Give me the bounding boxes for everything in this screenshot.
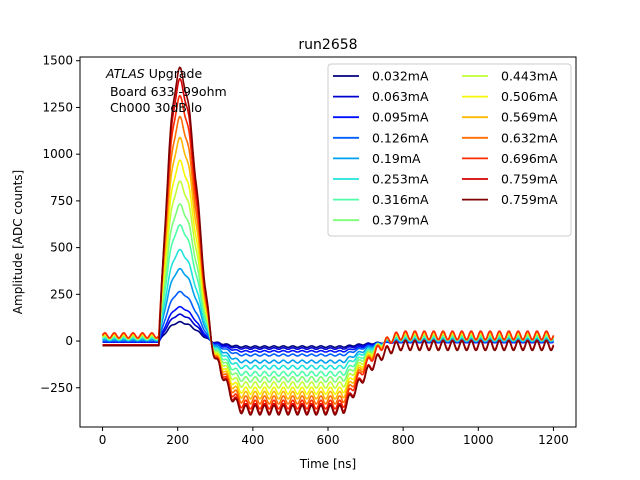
y-tick-label: 1000 — [42, 147, 73, 161]
x-tick-label: 400 — [241, 433, 264, 447]
legend-label: 0.253mA — [372, 172, 429, 187]
chart-title: run2658 — [298, 37, 357, 53]
legend-label: 0.696mA — [501, 151, 558, 166]
y-axis: −250 0 250 500 750 1000 1250 1500 — [40, 54, 80, 395]
x-axis-label: Time [ns] — [299, 457, 356, 471]
legend-label: 0.443mA — [501, 69, 558, 84]
legend-label: 0.632mA — [501, 130, 558, 145]
legend-label: 0.569mA — [501, 110, 558, 125]
legend-label: 0.095mA — [372, 110, 429, 125]
y-tick-label: 500 — [50, 241, 73, 255]
annotation-atlas: ATLAS — [105, 66, 145, 81]
series-line — [102, 305, 554, 353]
x-tick-label: 600 — [317, 433, 340, 447]
x-tick-label: 200 — [166, 433, 189, 447]
legend-label: 0.126mA — [372, 130, 429, 145]
legend-label: 0.19mA — [372, 151, 421, 166]
y-tick-label: 0 — [65, 334, 73, 348]
legend-label: 0.063mA — [372, 89, 429, 104]
legend-label: 0.379mA — [372, 213, 429, 228]
legend-box — [327, 63, 572, 237]
legend-label: 0.759mA — [501, 192, 558, 207]
legend-label: 0.759mA — [501, 172, 558, 187]
legend-label: 0.316mA — [372, 192, 429, 207]
x-tick-label: 0 — [99, 433, 107, 447]
legend: 0.032mA 0.063mA 0.095mA 0.126mA 0.19mA 0.253m… — [327, 63, 572, 237]
series-layer — [101, 66, 555, 416]
annotation-line-3: Ch000 30dB lo — [106, 100, 202, 115]
annotation-line-1: ATLAS Upgrade — [105, 66, 202, 81]
y-tick-label: 250 — [50, 287, 73, 301]
annotation-upgrade: Upgrade — [145, 66, 203, 81]
x-tick-label: 1200 — [538, 433, 569, 447]
series-line — [102, 66, 555, 416]
y-tick-label: 1250 — [42, 100, 73, 114]
x-tick-label: 1000 — [463, 433, 494, 447]
legend-label: 0.032mA — [372, 69, 429, 84]
y-tick-label: 750 — [50, 194, 73, 208]
atlas-annotation: ATLAS Upgrade Board 633 -99ohm Ch000 30d… — [105, 66, 227, 115]
x-tick-label: 800 — [392, 433, 415, 447]
legend-label: 0.506mA — [501, 89, 558, 104]
y-tick-label: −250 — [40, 381, 73, 395]
annotation-line-2: Board 633 -99ohm — [106, 84, 227, 99]
x-axis: 0 200 400 600 800 1000 1200 — [99, 427, 569, 447]
y-tick-label: 1500 — [42, 54, 73, 68]
series-line — [101, 94, 555, 410]
y-axis-label: Amplitude [ADC counts] — [11, 170, 25, 314]
